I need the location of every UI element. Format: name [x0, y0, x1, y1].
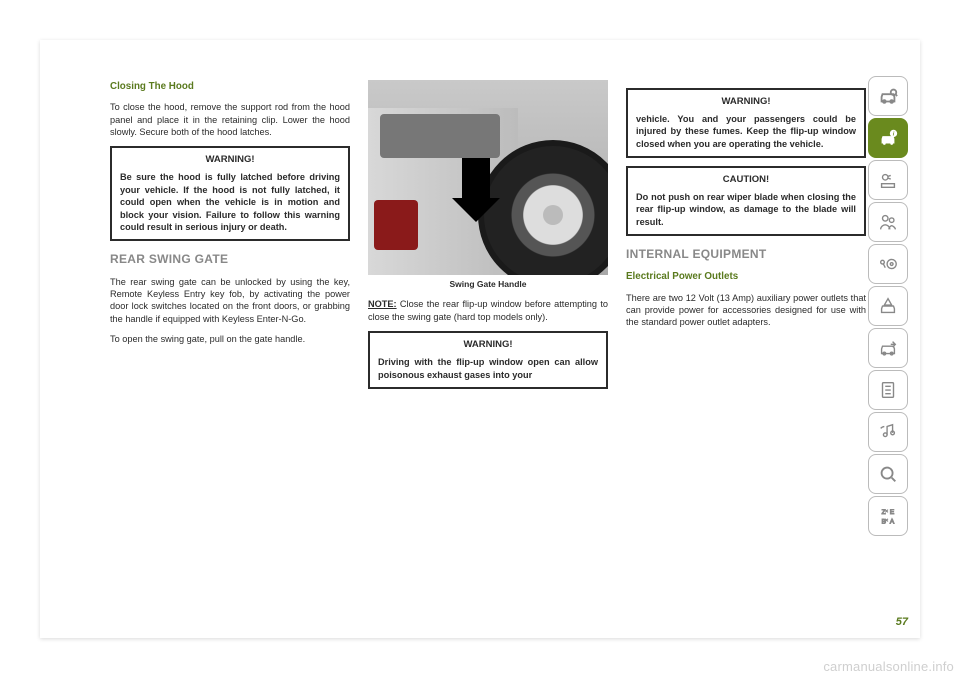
- column-1: Closing The Hood To close the hood, remo…: [110, 80, 350, 610]
- sidebar-tabs: i ZEBA: [868, 76, 908, 538]
- image-caption: Swing Gate Handle: [368, 279, 608, 290]
- warning-text-continued: vehicle. You and your passengers could b…: [636, 113, 856, 150]
- note-text: Close the rear flip-up window before att…: [368, 299, 608, 321]
- hazard-icon[interactable]: [868, 286, 908, 326]
- key-steering-icon[interactable]: [868, 244, 908, 284]
- checklist-icon[interactable]: [868, 370, 908, 410]
- watermark: carmanualsonline.info: [823, 659, 954, 674]
- content-columns: Closing The Hood To close the hood, remo…: [110, 80, 900, 610]
- vehicle-search-icon[interactable]: [868, 76, 908, 116]
- vehicle-window-shape: [380, 114, 500, 158]
- page-frame: Closing The Hood To close the hood, remo…: [40, 40, 920, 638]
- warning-title-3: WARNING!: [636, 96, 856, 109]
- vehicle-taillight-shape: [374, 200, 418, 250]
- caution-title: CAUTION!: [636, 174, 856, 187]
- caution-text: Do not push on rear wiper blade when clo…: [636, 191, 856, 228]
- note-label: NOTE:: [368, 299, 397, 309]
- svg-text:A: A: [890, 518, 895, 525]
- para-power-outlets: There are two 12 Volt (13 Amp) auxiliary…: [626, 292, 866, 329]
- heading-closing-hood: Closing The Hood: [110, 80, 350, 93]
- warning-box-continued: WARNING! vehicle. You and your passenger…: [626, 88, 866, 158]
- svg-text:E: E: [890, 509, 894, 516]
- warning-text-flipup: Driving with the flip-up window open can…: [378, 356, 598, 381]
- warning-title: WARNING!: [120, 154, 340, 167]
- lights-icon[interactable]: [868, 160, 908, 200]
- para-rear-1: The rear swing gate can be unlocked by u…: [110, 276, 350, 326]
- vehicle-info-icon[interactable]: i: [868, 118, 908, 158]
- caution-box: CAUTION! Do not push on rear wiper blade…: [626, 166, 866, 236]
- search-icon[interactable]: [868, 454, 908, 494]
- warning-text-hood: Be sure the hood is fully latched before…: [120, 171, 340, 233]
- column-3: WARNING! vehicle. You and your passenger…: [626, 80, 866, 610]
- para-closing-hood: To close the hood, remove the support ro…: [110, 101, 350, 138]
- warning-box-flipup: WARNING! Driving with the flip-up window…: [368, 331, 608, 389]
- para-rear-2: To open the swing gate, pull on the gate…: [110, 333, 350, 345]
- section-internal-equipment: INTERNAL EQUIPMENT: [626, 246, 866, 262]
- multimedia-icon[interactable]: [868, 412, 908, 452]
- svg-text:Z: Z: [882, 509, 886, 516]
- arrow-down-icon: [462, 158, 490, 202]
- column-2: Swing Gate Handle NOTE: Close the rear f…: [368, 80, 608, 610]
- page-number: 57: [896, 616, 908, 628]
- note-block: NOTE: Close the rear flip-up window befo…: [368, 298, 608, 323]
- warning-title-2: WARNING!: [378, 339, 598, 352]
- maintenance-icon[interactable]: [868, 328, 908, 368]
- heading-power-outlets: Electrical Power Outlets: [626, 270, 866, 283]
- index-icon[interactable]: ZEBA: [868, 496, 908, 536]
- warning-box-hood: WARNING! Be sure the hood is fully latch…: [110, 146, 350, 241]
- passengers-icon[interactable]: [868, 202, 908, 242]
- section-rear-swing-gate: REAR SWING GATE: [110, 251, 350, 267]
- swing-gate-image: [368, 80, 608, 275]
